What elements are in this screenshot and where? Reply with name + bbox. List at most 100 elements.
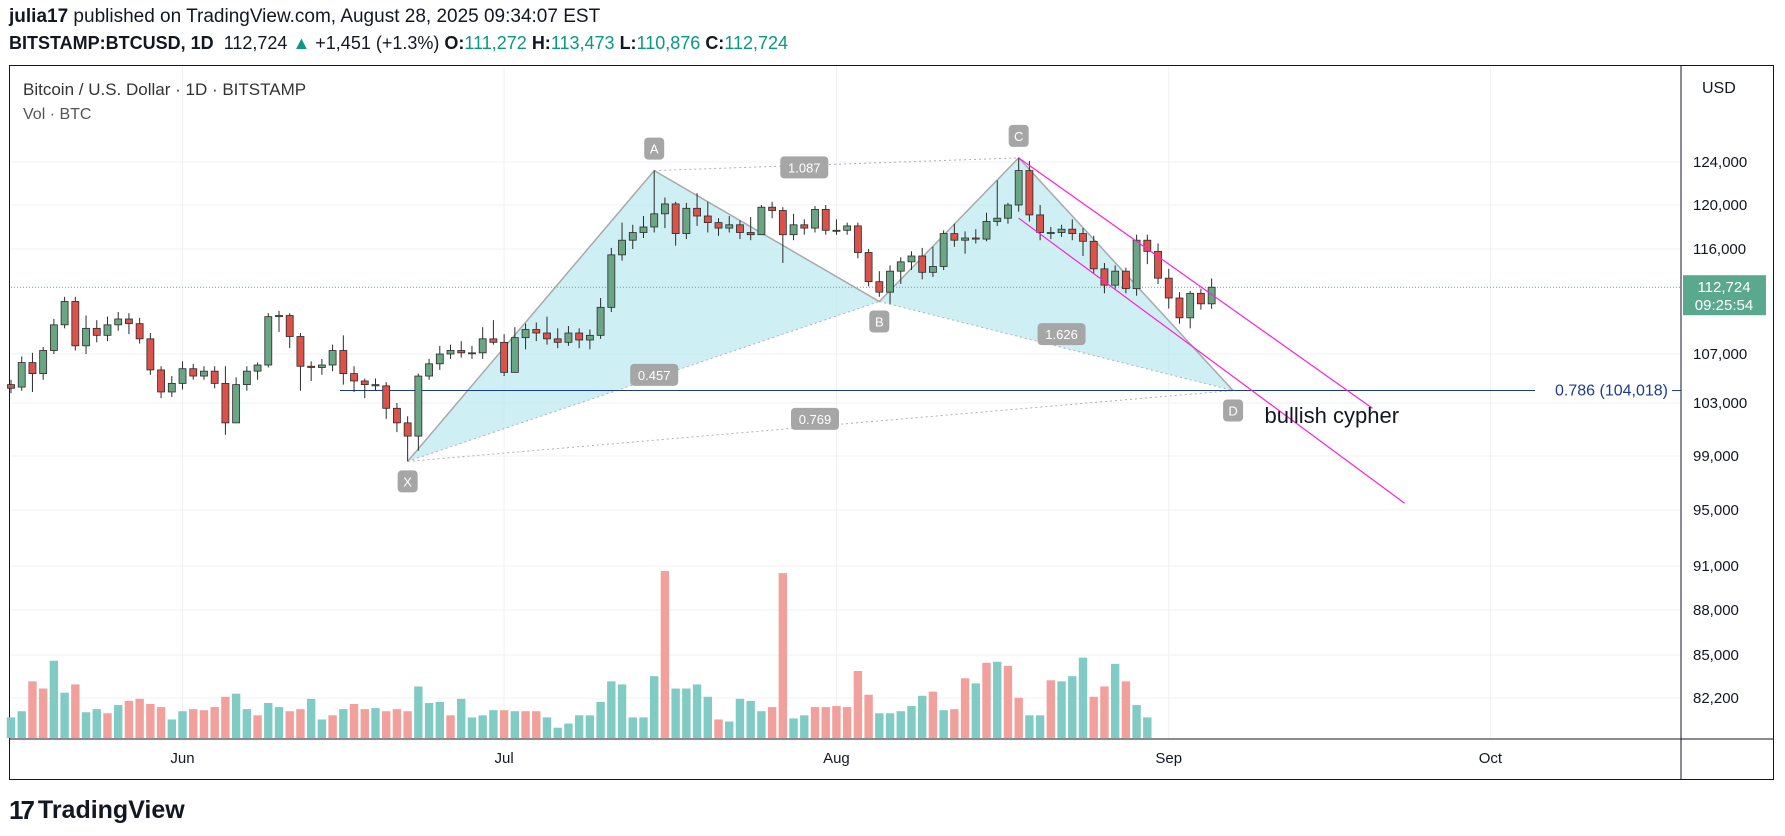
candle	[189, 363, 198, 380]
volume-bars	[6, 571, 1152, 738]
candle-body	[596, 306, 605, 336]
time-tick-label: Jul	[495, 750, 514, 767]
candle-body	[446, 350, 455, 355]
volume-bar	[617, 684, 627, 738]
point-label: X	[403, 474, 412, 489]
channel-line	[1018, 157, 1373, 409]
tradingview-logo-icon: 17	[9, 795, 35, 825]
candle-body	[28, 362, 37, 375]
candle	[317, 358, 326, 375]
candle	[1046, 227, 1055, 240]
candle	[92, 320, 101, 343]
volume-bar	[124, 700, 134, 738]
candle-body	[907, 255, 916, 263]
volume-bar	[767, 707, 777, 738]
volume-bar	[17, 711, 26, 738]
candle-body	[1025, 170, 1034, 216]
volume-bar	[210, 707, 219, 738]
pattern-ratio-line	[654, 157, 1019, 172]
candle	[264, 313, 273, 368]
candle	[628, 224, 637, 249]
candle-body	[736, 224, 744, 233]
volume-bar	[1143, 717, 1152, 738]
candle	[296, 333, 305, 391]
price-tick-label: 88,000	[1693, 602, 1739, 619]
volume-bar	[1068, 676, 1077, 738]
volume-bar	[510, 711, 520, 738]
candle	[736, 220, 744, 240]
volume-bar	[135, 698, 144, 738]
volume-bar	[939, 710, 948, 738]
candle	[489, 320, 498, 345]
candle-body	[1057, 228, 1066, 233]
candle-body	[382, 385, 391, 409]
point-label: C	[1014, 129, 1023, 144]
volume-bar	[821, 707, 830, 738]
candle-body	[317, 364, 326, 368]
volume-bar	[457, 698, 466, 738]
candle	[510, 327, 519, 373]
volume-bar	[489, 710, 498, 738]
volume-bar	[864, 694, 873, 738]
candle	[242, 366, 251, 391]
candle	[1057, 224, 1066, 237]
candle	[39, 347, 48, 380]
candle	[371, 378, 380, 391]
volume-bar	[1035, 715, 1045, 738]
volume-bar	[875, 713, 884, 738]
volume-bar	[628, 717, 637, 738]
candle	[607, 247, 616, 312]
candle-body	[275, 315, 283, 318]
candle-body	[939, 233, 948, 267]
candle-body	[521, 329, 530, 339]
candle	[446, 344, 455, 359]
candle	[875, 271, 884, 297]
candle-body	[60, 301, 69, 326]
volume-bar	[1014, 697, 1023, 738]
volume-bar	[639, 717, 648, 738]
candle-body	[242, 370, 251, 386]
pattern-triangle-xab	[407, 170, 880, 462]
volume-bar	[360, 709, 369, 738]
volume-bar	[1100, 686, 1109, 738]
candle	[703, 201, 712, 233]
candle	[1025, 160, 1034, 222]
candle-body	[1121, 270, 1130, 290]
candle-body	[1004, 204, 1012, 219]
volume-bar	[682, 688, 691, 738]
volume-bar	[446, 715, 455, 738]
candle	[178, 361, 187, 390]
ratio-label-box	[780, 156, 829, 179]
candle-body	[264, 316, 273, 366]
volume-bar	[103, 713, 112, 738]
candle-body	[1111, 270, 1120, 286]
point-label-box	[397, 470, 418, 493]
candle	[114, 312, 123, 331]
volume-bar	[221, 696, 230, 738]
point-labels: X A B C D	[397, 124, 1244, 493]
volume-bar	[1025, 715, 1034, 738]
volume-bar	[832, 706, 841, 738]
volume-bar	[532, 711, 541, 738]
candle-body	[200, 370, 208, 377]
publisher-name: julia17	[9, 6, 69, 27]
candle	[275, 310, 283, 332]
candle-body	[575, 332, 584, 341]
volume-bar	[671, 688, 680, 738]
price-tick-label: 82,200	[1693, 690, 1739, 707]
currency-button[interactable]: USD	[1702, 80, 1736, 97]
volume-bar	[264, 702, 273, 738]
ratio-labels: 1.087 1.626 0.457 0.769	[630, 156, 1086, 430]
candle-body	[178, 368, 187, 384]
low-label: L:	[619, 33, 637, 53]
candle-body	[639, 226, 648, 233]
volume-bar	[993, 661, 1002, 738]
candle	[768, 201, 777, 219]
price-tick-label: 95,000	[1693, 502, 1739, 519]
last-price: 112,724	[223, 33, 288, 53]
volume-bar	[306, 698, 316, 738]
price-tick-label: 99,000	[1693, 448, 1739, 465]
candle	[693, 193, 701, 226]
volume-bar	[1003, 665, 1013, 738]
